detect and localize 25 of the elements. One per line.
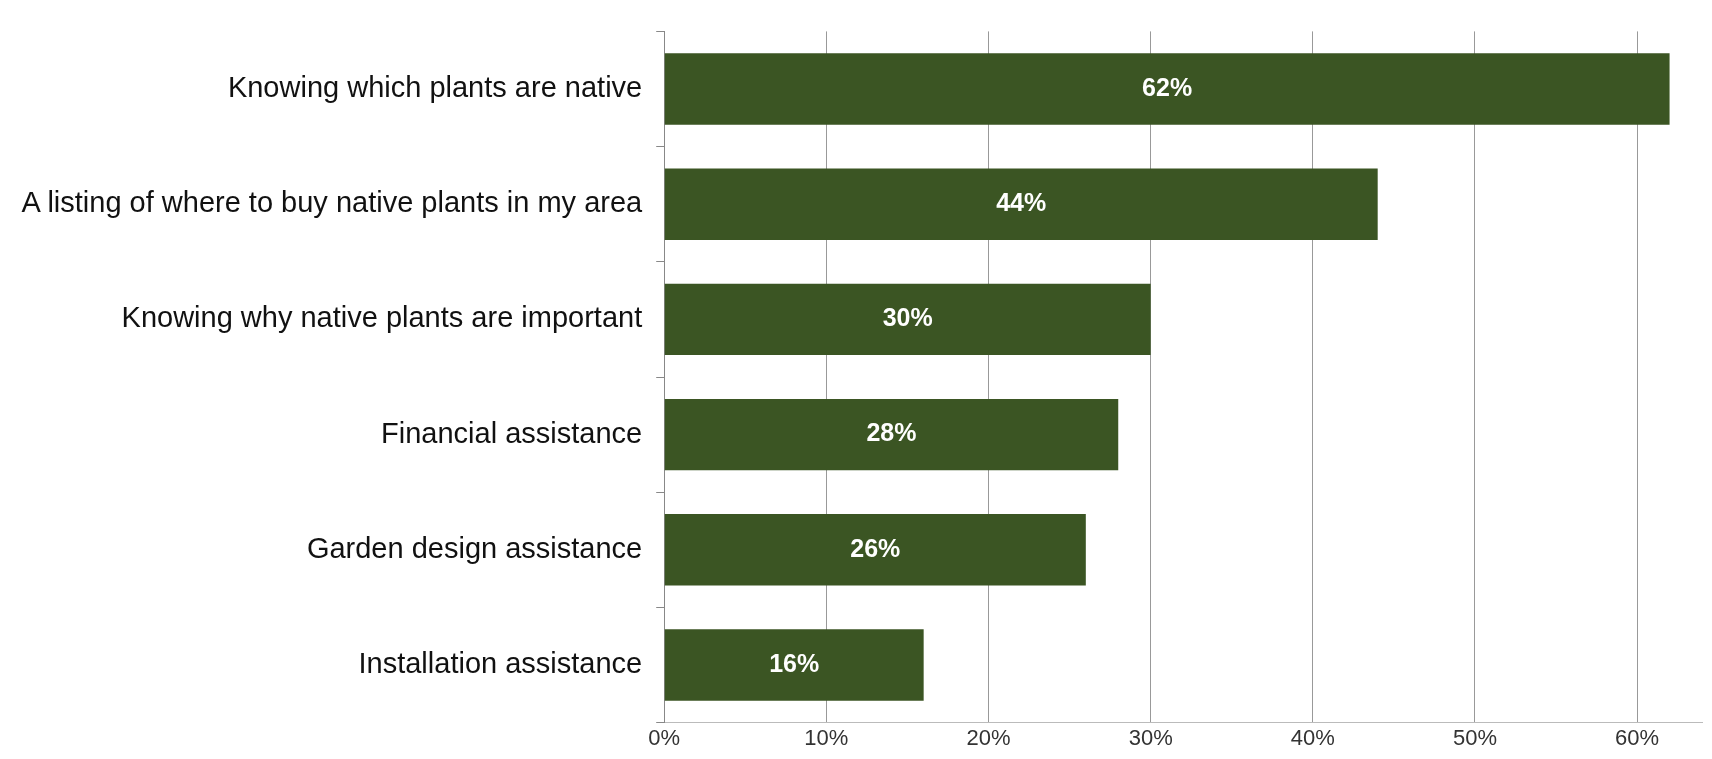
x-tick-label: 30% [1128,724,1173,750]
y-tick-label: Garden design assistance [306,531,643,564]
y-tick-label: A listing of where to buy native plants in my area [21,186,644,219]
data-label: 28% [866,418,917,447]
x-tick-label: 20% [966,724,1011,750]
y-tick-label: Knowing which plants are native [227,71,643,103]
bar [664,53,1670,125]
x-tick-label: 60% [1615,724,1660,750]
data-label: 44% [996,188,1047,217]
x-tick-label: 0% [648,724,681,750]
y-tick-label: Knowing why native plants are important [121,301,643,334]
bar [664,629,924,701]
bar [664,168,1378,240]
data-label: 62% [1142,72,1193,101]
y-tick-label: Installation assistance [358,647,643,679]
bar [664,398,1119,471]
data-label: 26% [850,533,901,562]
x-tick-label: 50% [1452,724,1498,750]
y-tick-label: Financial assistance [381,416,643,449]
data-label: 30% [882,303,933,332]
bar [664,514,1086,586]
x-tick-label: 10% [804,724,849,750]
x-tick-label: 40% [1290,724,1335,750]
data-label: 16% [769,648,820,677]
bar [664,283,1151,356]
